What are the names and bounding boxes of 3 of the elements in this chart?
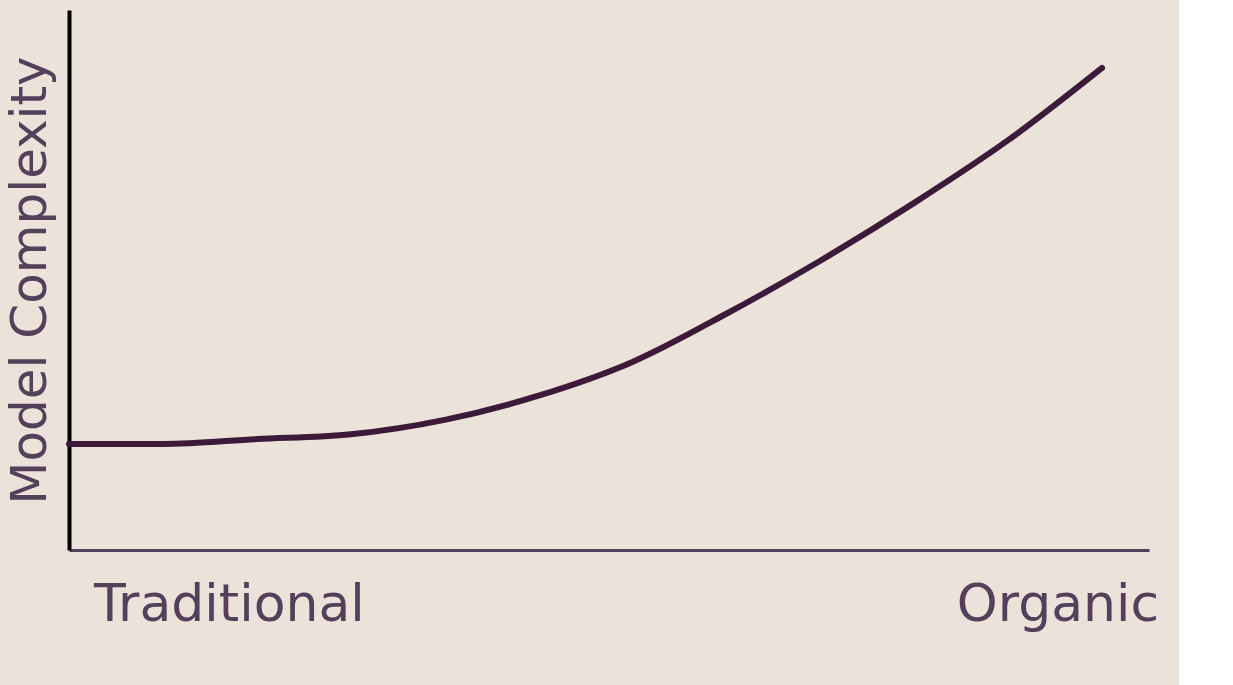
y-axis-title: Model Complexity	[0, 56, 58, 505]
text: Organic	[956, 573, 1159, 633]
text: Traditional	[93, 573, 365, 633]
